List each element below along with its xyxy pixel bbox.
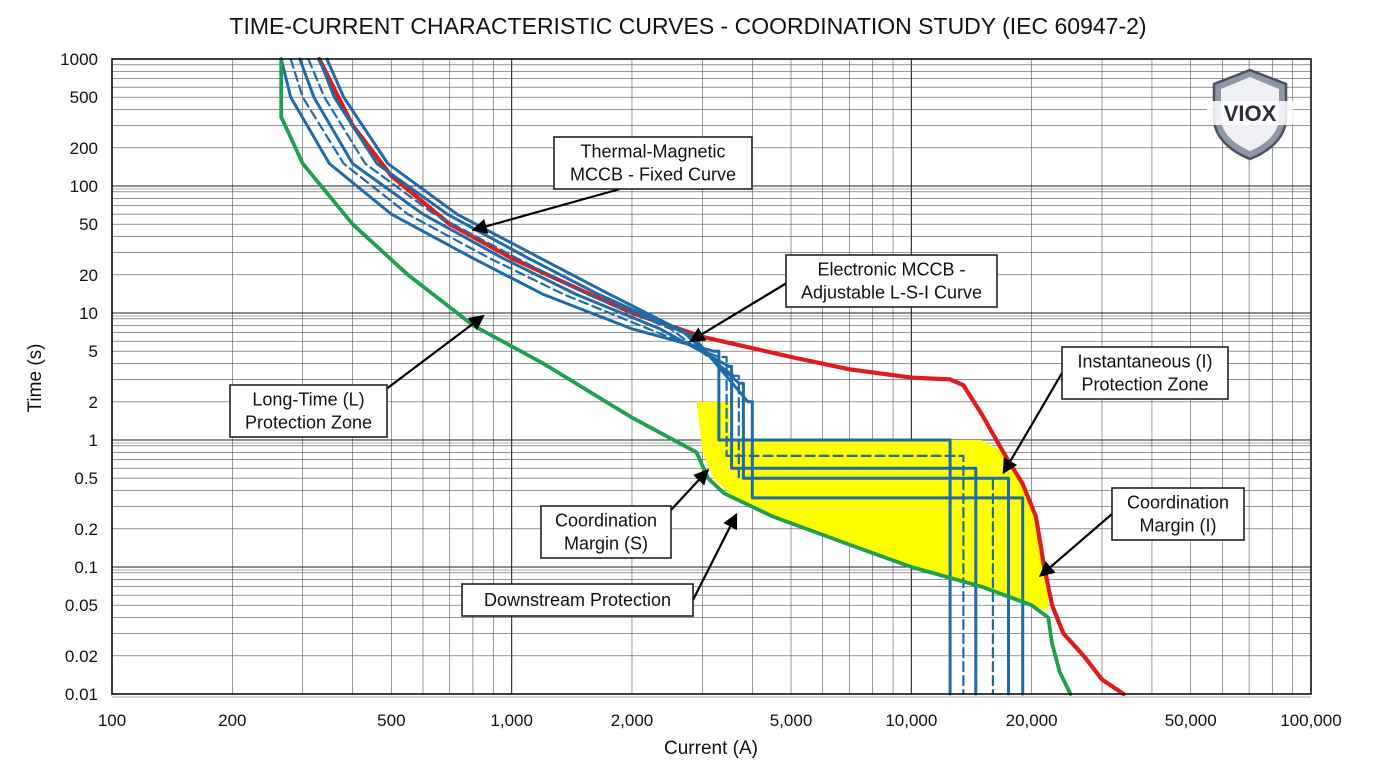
x-axis-label: Current (A) — [664, 738, 758, 759]
callout-text: Coordination — [555, 511, 657, 531]
callout-arrow — [471, 187, 621, 234]
y-tick-label: 0.1 — [74, 558, 98, 577]
y-tick-label: 0.2 — [74, 520, 98, 539]
series-layer — [279, 56, 1126, 697]
callout-box — [1061, 346, 1229, 400]
series-line-3 — [298, 57, 978, 696]
series-line-5 — [317, 57, 1010, 696]
y-tick-label: 1000 — [60, 50, 98, 69]
series-line-1 — [279, 57, 952, 696]
coordination-margin-region — [696, 401, 1049, 611]
callout-thermal: Thermal-Magnetic MCCB - Fixed Curve — [471, 136, 753, 234]
callout-longtime: Long-Time (L) Protection Zone — [229, 314, 485, 438]
x-tick-label: 5,000 — [770, 711, 813, 730]
y-tick-label: 0.02 — [65, 647, 98, 666]
logo-text: VIOX — [1224, 101, 1277, 126]
y-tick-label: 0.5 — [74, 469, 98, 488]
callout-text: Electronic MCCB - — [817, 260, 965, 280]
viox-logo: VIOX — [1207, 68, 1293, 161]
x-tick-label: 100 — [98, 711, 126, 730]
x-tick-label: 1,000 — [490, 711, 533, 730]
series-line-4 — [307, 57, 995, 696]
chart-title: TIME-CURRENT CHARACTERISTIC CURVES - COO… — [229, 13, 1146, 39]
callout-electronic: Electronic MCCB - Adjustable L-S-I Curve — [689, 254, 998, 343]
callout-text: Thermal-Magnetic — [580, 142, 725, 162]
callout-instantaneous: Instantaneous (I) Protection Zone — [1002, 346, 1229, 475]
series-line-6 — [325, 57, 1025, 696]
shaded-region-layer — [696, 401, 1049, 611]
callout-text: Margin (S) — [564, 534, 648, 554]
y-tick-label: 10 — [79, 304, 98, 323]
series-line-7 — [279, 57, 1073, 696]
y-tick-label: 2 — [89, 393, 98, 412]
x-tick-label: 100,000 — [1280, 711, 1341, 730]
x-tick-label: 10,000 — [885, 711, 937, 730]
annotations: Thermal-Magnetic MCCB - Fixed Curve Electr… — [229, 136, 1245, 617]
y-tick-labels: 1000 500 200 100 50 20 10 5 2 1 0.5 0.2 0.1 0.05 0.02 0… — [60, 50, 98, 704]
callout-text: Protection Zone — [1081, 375, 1208, 395]
y-tick-label: 100 — [70, 177, 98, 196]
callout-text: Instantaneous (I) — [1077, 352, 1212, 372]
x-tick-label: 500 — [377, 711, 405, 730]
y-tick-label: 0.05 — [65, 596, 98, 615]
callout-box — [229, 384, 388, 438]
callout-arrow — [692, 512, 738, 601]
y-tick-label: 200 — [70, 139, 98, 158]
series-line-0 — [317, 56, 1126, 697]
series-line-2 — [289, 57, 965, 696]
y-tick-label: 20 — [79, 266, 98, 285]
callout-arrow — [670, 468, 710, 511]
callout-text: Adjustable L-S-I Curve — [801, 283, 982, 303]
plot-frame — [111, 58, 1312, 695]
callout-text: MCCB - Fixed Curve — [570, 165, 736, 185]
callout-box — [1111, 487, 1245, 541]
callout-arrow — [384, 314, 485, 391]
callout-coord_i: Coordination Margin (I) — [1038, 487, 1245, 577]
callout-box — [553, 136, 753, 190]
x-tick-labels: 100 200 500 1,000 2,000 5,000 10,000 20,000 50,0… — [98, 711, 1342, 730]
logo-band — [1207, 101, 1293, 125]
y-tick-label: 5 — [89, 342, 98, 361]
x-tick-label: 20,000 — [1006, 711, 1058, 730]
callout-box — [785, 254, 998, 308]
callout-text: Coordination — [1127, 493, 1229, 513]
callout-arrow — [689, 280, 791, 343]
y-tick-label: 500 — [70, 88, 98, 107]
callout-text: Long-Time (L) — [252, 390, 364, 410]
callout-arrow — [1002, 372, 1063, 475]
x-tick-label: 2,000 — [611, 711, 654, 730]
callout-coord_s: Coordination Margin (S) — [540, 468, 710, 559]
callout-box — [540, 505, 672, 559]
callout-downstream: Downstream Protection — [461, 512, 738, 617]
y-tick-label: 1 — [89, 431, 98, 450]
y-axis-label: Time (s) — [25, 344, 46, 413]
callout-arrow — [1038, 513, 1113, 577]
callout-text: Margin (I) — [1139, 516, 1216, 536]
callout-text: Downstream Protection — [484, 590, 671, 610]
x-tick-label: 50,000 — [1165, 711, 1217, 730]
callout-text: Protection Zone — [245, 413, 372, 433]
x-tick-label: 200 — [218, 711, 246, 730]
y-tick-label: 50 — [79, 215, 98, 234]
y-tick-label: 0.01 — [65, 685, 98, 704]
callout-box — [461, 583, 694, 617]
